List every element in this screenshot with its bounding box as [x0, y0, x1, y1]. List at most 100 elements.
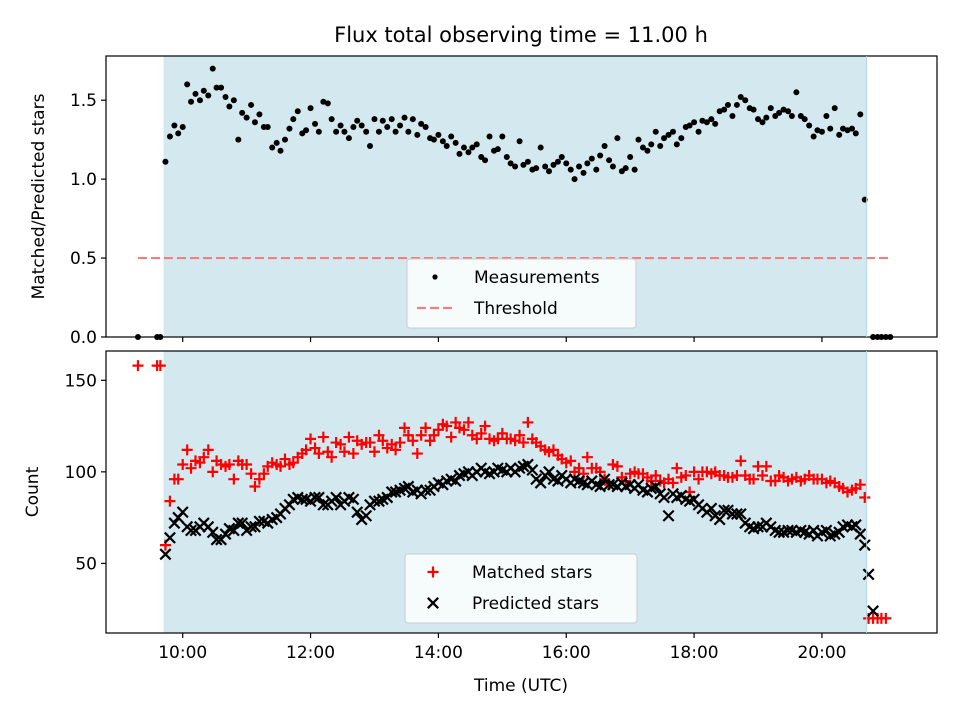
top-y-tick-label: 0.0 [70, 328, 97, 348]
predicted-stars-point [219, 528, 232, 541]
matched-stars-point [343, 431, 355, 443]
measurements-point [192, 90, 199, 97]
matched-stars-point [565, 455, 577, 467]
ratio-marks [134, 65, 894, 340]
predicted-stars-point [330, 491, 343, 504]
predicted-stars-point [854, 528, 867, 541]
measurements-point [593, 166, 600, 173]
measurements-point [422, 124, 429, 131]
matched-stars-point [458, 424, 470, 436]
measurements-point [315, 128, 322, 135]
predicted-stars-point [658, 491, 671, 504]
predicted-stars-point [734, 507, 747, 520]
top-y-tick-label: 1.0 [70, 170, 97, 190]
matched-stars-point [760, 460, 772, 472]
measurements-point [179, 124, 186, 131]
predicted-stars-point [858, 539, 871, 552]
matched-stars-point [364, 437, 376, 449]
measurements-point [286, 125, 293, 132]
measurements-point [171, 122, 178, 129]
measurements-point [576, 163, 583, 170]
matched-stars-point [249, 481, 261, 493]
measurements-point [588, 155, 595, 162]
x-tick-label: 16:00 [542, 643, 591, 663]
measurements-point [290, 116, 297, 123]
measurements-point [358, 122, 365, 129]
matched-stars-point [132, 360, 144, 372]
matched-stars-point [317, 431, 329, 443]
measurements-point [644, 147, 651, 154]
measurements-point [601, 142, 608, 149]
predicted-stars-point [419, 484, 432, 497]
measurements-point [375, 128, 382, 135]
measurements-point [371, 116, 378, 123]
predicted-stars-point [730, 507, 743, 520]
measurements-point [418, 120, 425, 127]
matched-stars-point [445, 431, 457, 443]
measurements-point [448, 133, 455, 140]
count-legend: Matched stars Predicted stars [404, 553, 638, 624]
measurements-point [328, 116, 335, 123]
matched-stars-point [514, 429, 526, 441]
predicted-stars-legend-marker [427, 597, 439, 609]
count-panel: 50 100 150 10:00 12:00 14:00 16:00 18:00 20:00 C… [23, 350, 938, 663]
measurements-point [341, 128, 348, 135]
measurements-point [635, 136, 642, 143]
top-y-tick-label: 0.5 [70, 249, 97, 269]
measurements-point [337, 122, 344, 129]
measurements-point [294, 108, 301, 115]
measurements-point [695, 128, 702, 135]
measurements-point [729, 112, 736, 119]
x-tick-label: 12:00 [286, 643, 335, 663]
measurements-point [243, 114, 250, 121]
matched-stars-point [202, 444, 214, 456]
matched-stars-point [462, 416, 474, 428]
measurements-point [708, 116, 715, 123]
matched-stars-point [275, 460, 287, 472]
measurements-point [443, 142, 450, 149]
predicted-stars-point [773, 526, 786, 539]
matched-stars-point [241, 459, 253, 471]
measurements-point [520, 161, 527, 168]
measurements-point [558, 154, 565, 161]
predicted-stars-point [236, 517, 249, 530]
predicted-stars-point [176, 506, 189, 519]
matched-stars-point [181, 444, 193, 456]
matched-stars-point [880, 612, 892, 624]
predicted-stars-point [312, 491, 325, 504]
measurements-point [806, 122, 813, 129]
measurements-point [392, 128, 399, 135]
measurements-point [248, 101, 255, 108]
measurements-point [785, 108, 792, 115]
measurements-point [801, 116, 808, 123]
measurements-point [767, 105, 774, 112]
measurements-point [793, 89, 800, 96]
measurements-point [230, 97, 237, 104]
measurements-point [435, 131, 442, 138]
predicted-stars-legend-label: Predicted stars [472, 594, 599, 614]
measurements-point [226, 103, 233, 110]
matched-stars-legend-marker [427, 566, 439, 578]
measurements-point [537, 144, 544, 151]
matched-stars-point [854, 479, 866, 491]
measurements-point [196, 97, 203, 104]
predicted-stars-point [849, 518, 862, 531]
measurements-point [333, 128, 340, 135]
measurements-point [269, 144, 276, 151]
ratio-axes: 0.0 0.5 1.0 1.5 [70, 55, 938, 348]
matched-stars-point [859, 491, 871, 503]
measurements-point [678, 135, 685, 142]
matched-stars-point [441, 420, 453, 432]
matched-stars-point [693, 473, 705, 485]
measurements-point [661, 135, 668, 142]
matched-stars-point [313, 448, 325, 460]
matched-stars-point [335, 438, 347, 450]
measurements-point [648, 141, 655, 148]
measurements-point [312, 120, 319, 127]
measurements-point [235, 136, 242, 143]
measurements-point [627, 154, 634, 161]
measurements-point [277, 147, 284, 154]
matched-stars-point [748, 473, 760, 485]
predicted-stars-point [185, 524, 197, 537]
measurements-point [388, 116, 395, 123]
